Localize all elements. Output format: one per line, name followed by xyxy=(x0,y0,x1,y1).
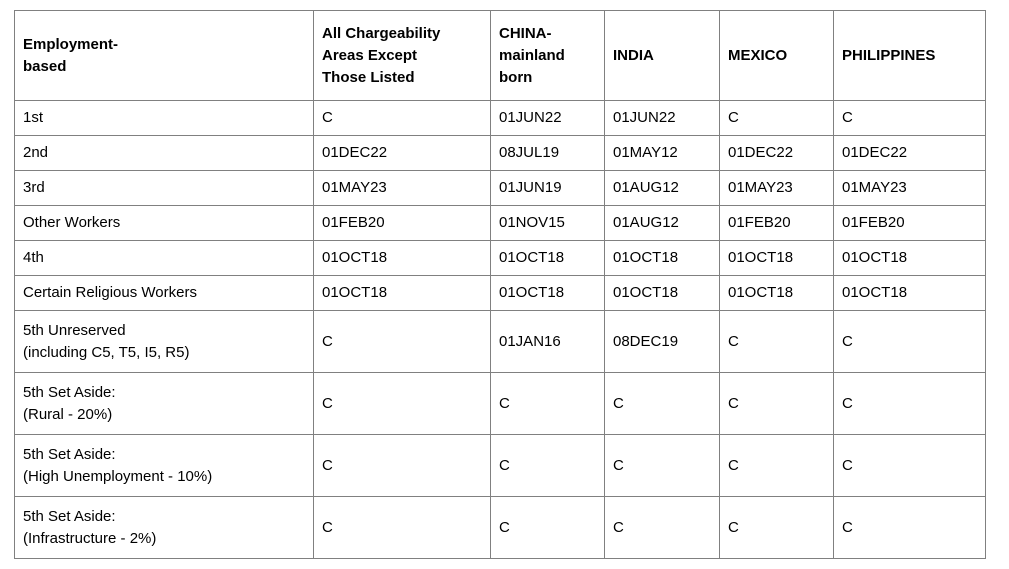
date-cell-r7-c3: C xyxy=(719,372,834,435)
date-cell-r3-c3: 01FEB20 xyxy=(719,205,834,241)
date-cell-r7-c0: C xyxy=(313,372,491,435)
column-header-5: PHILIPPINES xyxy=(833,10,986,101)
date-cell-r9-c0: C xyxy=(313,496,491,559)
table-row-1: 2nd 01DEC22 08JUL19 01MAY12 01DEC22 01DEC22 xyxy=(14,135,986,171)
date-cell-r0-c4: C xyxy=(833,100,986,136)
row-category-label-7: 5th Set Aside: (Rural - 20%) xyxy=(14,372,314,435)
row-category-label-2: 3rd xyxy=(14,170,314,206)
date-cell-r4-c3: 01OCT18 xyxy=(719,240,834,276)
date-cell-r9-c2: C xyxy=(604,496,720,559)
date-cell-r9-c1: C xyxy=(490,496,605,559)
date-cell-r1-c1: 08JUL19 xyxy=(490,135,605,171)
date-cell-r4-c0: 01OCT18 xyxy=(313,240,491,276)
date-cell-r6-c0: C xyxy=(313,310,491,373)
date-cell-r9-c4: C xyxy=(833,496,986,559)
row-category-label-1: 2nd xyxy=(14,135,314,171)
date-cell-r7-c2: C xyxy=(604,372,720,435)
row-category-label-6: 5th Unreserved (including C5, T5, I5, R5… xyxy=(14,310,314,373)
table-row-0: 1st C 01JUN22 01JUN22 C C xyxy=(14,100,986,136)
row-category-label-3: Other Workers xyxy=(14,205,314,241)
date-cell-r7-c1: C xyxy=(490,372,605,435)
date-cell-r5-c2: 01OCT18 xyxy=(604,275,720,311)
column-header-4: MEXICO xyxy=(719,10,834,101)
date-cell-r5-c4: 01OCT18 xyxy=(833,275,986,311)
column-header-1: All Chargeability Areas Except Those Lis… xyxy=(313,10,491,101)
table-row-2: 3rd 01MAY23 01JUN19 01AUG12 01MAY23 01MAY23 xyxy=(14,170,986,206)
date-cell-r0-c3: C xyxy=(719,100,834,136)
date-cell-r8-c3: C xyxy=(719,434,834,497)
table-row-7: 5th Set Aside: (Rural - 20%) C C C C C xyxy=(14,372,986,435)
date-cell-r4-c2: 01OCT18 xyxy=(604,240,720,276)
employment-based-visa-table: Employment- based All Chargeability Areas… xyxy=(14,10,986,559)
row-category-column-header: Employment- based xyxy=(14,10,314,101)
date-cell-r1-c0: 01DEC22 xyxy=(313,135,491,171)
table-row-8: 5th Set Aside: (High Unemployment - 10%)… xyxy=(14,434,986,497)
row-category-label-0: 1st xyxy=(14,100,314,136)
date-cell-r4-c4: 01OCT18 xyxy=(833,240,986,276)
date-cell-r0-c2: 01JUN22 xyxy=(604,100,720,136)
date-cell-r1-c4: 01DEC22 xyxy=(833,135,986,171)
table-row-4: 4th 01OCT18 01OCT18 01OCT18 01OCT18 01OCT18 xyxy=(14,240,986,276)
date-cell-r8-c2: C xyxy=(604,434,720,497)
date-cell-r4-c1: 01OCT18 xyxy=(490,240,605,276)
table-header-row: Employment- based All Chargeability Areas… xyxy=(14,10,986,101)
column-header-3: INDIA xyxy=(604,10,720,101)
date-cell-r2-c4: 01MAY23 xyxy=(833,170,986,206)
date-cell-r9-c3: C xyxy=(719,496,834,559)
date-cell-r6-c1: 01JAN16 xyxy=(490,310,605,373)
date-cell-r0-c0: C xyxy=(313,100,491,136)
date-cell-r3-c2: 01AUG12 xyxy=(604,205,720,241)
row-category-label-5: Certain Religious Workers xyxy=(14,275,314,311)
date-cell-r8-c0: C xyxy=(313,434,491,497)
date-cell-r3-c4: 01FEB20 xyxy=(833,205,986,241)
table-row-5: Certain Religious Workers 01OCT18 01OCT18 0… xyxy=(14,275,986,311)
date-cell-r8-c1: C xyxy=(490,434,605,497)
date-cell-r2-c3: 01MAY23 xyxy=(719,170,834,206)
table-body: 1st C 01JUN22 01JUN22 C C 2nd 01DEC22 08JUL19 01M… xyxy=(14,100,986,559)
row-category-label-9: 5th Set Aside: (Infrastructure - 2%) xyxy=(14,496,314,559)
date-cell-r5-c0: 01OCT18 xyxy=(313,275,491,311)
table-row-9: 5th Set Aside: (Infrastructure - 2%) C C C C… xyxy=(14,496,986,559)
date-cell-r6-c4: C xyxy=(833,310,986,373)
row-category-label-8: 5th Set Aside: (High Unemployment - 10%) xyxy=(14,434,314,497)
date-cell-r8-c4: C xyxy=(833,434,986,497)
table-row-6: 5th Unreserved (including C5, T5, I5, R5… xyxy=(14,310,986,373)
date-cell-r5-c1: 01OCT18 xyxy=(490,275,605,311)
date-cell-r2-c1: 01JUN19 xyxy=(490,170,605,206)
table-row-3: Other Workers 01FEB20 01NOV15 01AUG12 01FEB2… xyxy=(14,205,986,241)
date-cell-r7-c4: C xyxy=(833,372,986,435)
date-cell-r3-c0: 01FEB20 xyxy=(313,205,491,241)
row-category-label-4: 4th xyxy=(14,240,314,276)
date-cell-r2-c2: 01AUG12 xyxy=(604,170,720,206)
date-cell-r1-c3: 01DEC22 xyxy=(719,135,834,171)
date-cell-r5-c3: 01OCT18 xyxy=(719,275,834,311)
date-cell-r6-c2: 08DEC19 xyxy=(604,310,720,373)
date-cell-r6-c3: C xyxy=(719,310,834,373)
date-cell-r1-c2: 01MAY12 xyxy=(604,135,720,171)
column-header-2: CHINA- mainland born xyxy=(490,10,605,101)
date-cell-r3-c1: 01NOV15 xyxy=(490,205,605,241)
date-cell-r0-c1: 01JUN22 xyxy=(490,100,605,136)
date-cell-r2-c0: 01MAY23 xyxy=(313,170,491,206)
